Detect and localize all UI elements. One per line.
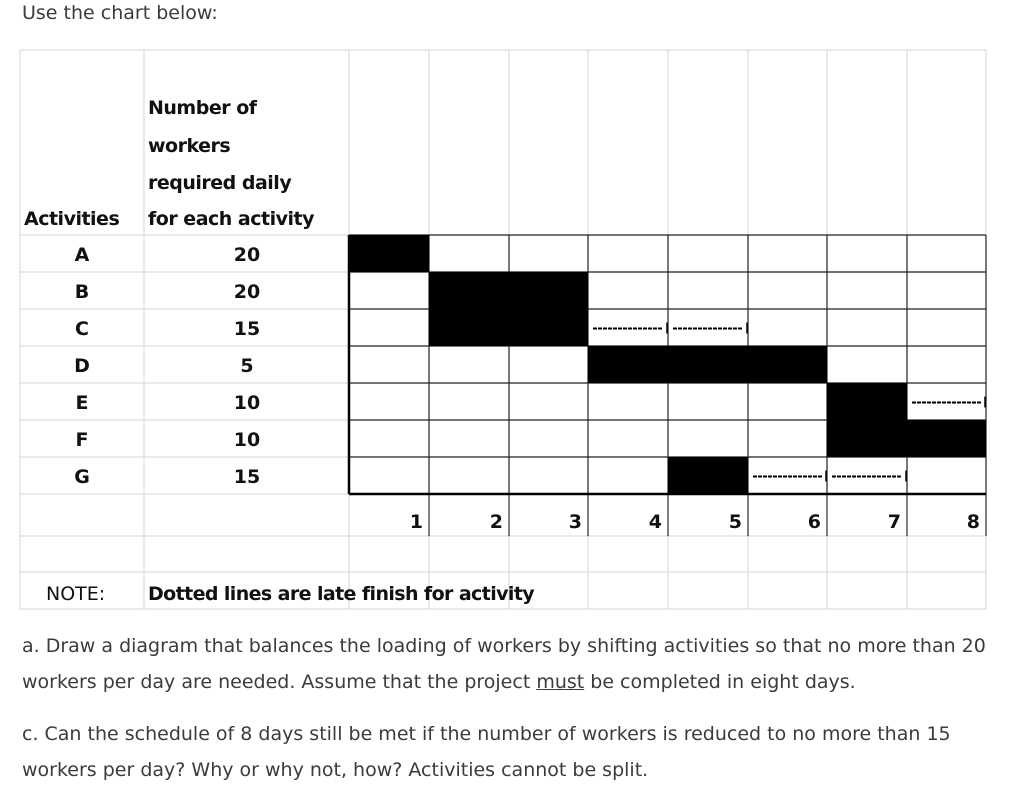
day-label: 1 (410, 511, 423, 533)
gantt-chart: Activities Number of workers required daily… (19, 49, 987, 610)
activity-label: A (75, 244, 90, 266)
note-text: Dotted lines are late finish for activit… (148, 583, 535, 605)
activity-bar (588, 346, 827, 383)
activity-bar (429, 272, 588, 309)
question-a-emphasis: must (536, 671, 585, 693)
day-label: 7 (888, 511, 901, 533)
activity-label: D (74, 355, 90, 377)
question-a: a. Draw a diagram that balances the load… (22, 628, 1012, 700)
worker-count: 15 (234, 318, 260, 340)
activity-bar (827, 383, 907, 420)
activity-bar (429, 309, 588, 346)
activity-bar (349, 235, 429, 272)
header-workers-line: Number of (148, 97, 258, 119)
worker-count: 20 (234, 281, 260, 303)
day-label: 3 (569, 511, 582, 533)
question-c: c. Can the schedule of 8 days still be m… (22, 723, 951, 781)
header-workers-line: workers (148, 135, 230, 157)
header-workers-line: required daily (148, 172, 292, 194)
day-label: 4 (649, 511, 662, 533)
activity-label: E (76, 392, 89, 414)
header-activities: Activities (24, 208, 119, 230)
worker-count: 20 (234, 244, 260, 266)
worker-count: 5 (240, 355, 253, 377)
activity-bar (827, 420, 986, 457)
activity-label: F (76, 429, 89, 451)
note-label: NOTE: (46, 583, 105, 605)
activity-label: B (75, 281, 89, 303)
activity-label: C (75, 318, 89, 340)
question-a-before: a. Draw a diagram that balances the load… (22, 635, 986, 693)
worker-count: 15 (234, 466, 260, 488)
worker-count: 10 (234, 429, 260, 451)
question-a-after: be completed in eight days. (584, 671, 856, 693)
intro-text: Use the chart below: (22, 2, 218, 24)
day-label: 8 (967, 511, 980, 533)
activity-label: G (74, 466, 90, 488)
worker-count: 10 (234, 392, 260, 414)
day-label: 5 (729, 511, 742, 533)
day-label: 2 (490, 511, 503, 533)
header-workers-line: for each activity (148, 208, 315, 230)
activity-bar (668, 457, 748, 494)
day-label: 6 (808, 511, 821, 533)
